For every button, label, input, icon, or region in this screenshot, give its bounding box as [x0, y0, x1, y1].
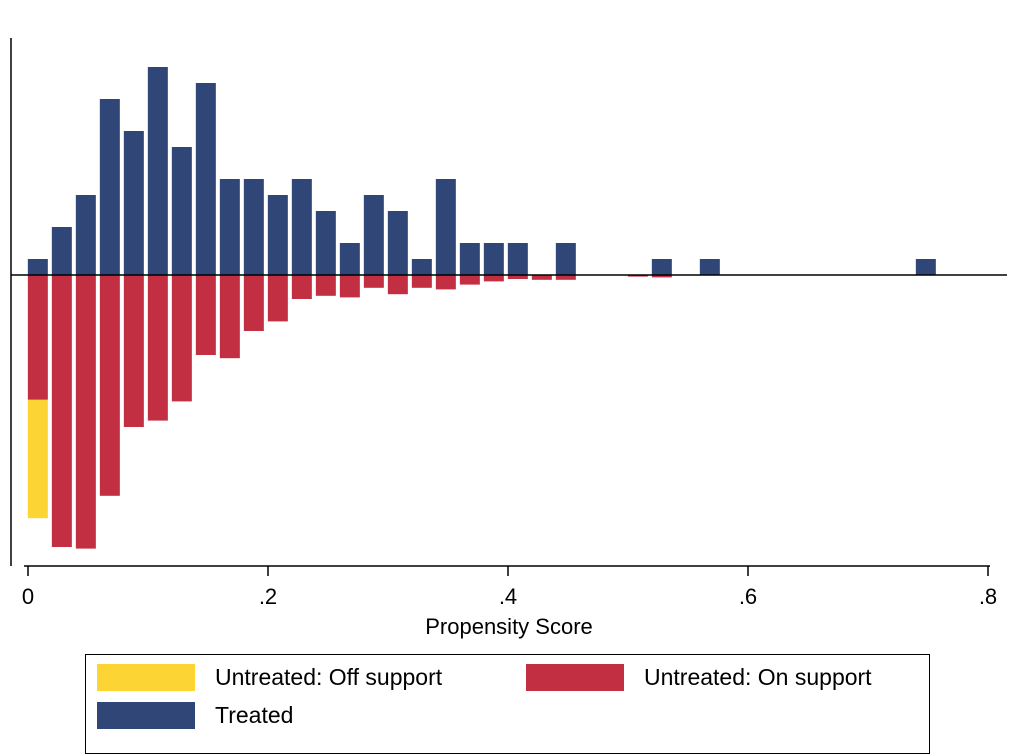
treated-bar [363, 195, 384, 275]
untreated-on-bar [651, 275, 672, 278]
untreated-on-bar [27, 275, 48, 400]
untreated-on-bar [75, 275, 96, 549]
legend-item-treated: Treated [97, 702, 293, 729]
treated-bar [267, 195, 288, 275]
treated-bar [51, 227, 72, 275]
untreated-on-bar [219, 275, 240, 359]
untreated-on-bar [555, 275, 576, 280]
treated-bar [291, 179, 312, 275]
untreated-off-bar [27, 399, 48, 519]
untreated-on-bar [459, 275, 480, 285]
untreated-on-bar [99, 275, 120, 496]
legend-swatch-untreated-off [97, 664, 195, 691]
untreated-on-bar [411, 275, 432, 288]
treated-bar [339, 243, 360, 275]
legend-item-untreated-on: Untreated: On support [526, 664, 872, 691]
untreated-on-bar [147, 275, 168, 421]
untreated-on-bar [339, 275, 360, 298]
untreated-on-bar [267, 275, 288, 322]
x-tick-label: .8 [979, 584, 997, 609]
treated-bar [195, 83, 216, 275]
histogram-chart: 0 .2 .4 .6 .8 Propensity Score [10, 38, 1007, 639]
treated-bar [555, 243, 576, 275]
treated-bar [27, 259, 48, 275]
legend-swatch-treated [97, 702, 195, 729]
treated-bar [699, 259, 720, 275]
x-tick-label: 0 [22, 584, 34, 609]
untreated-on-bar [507, 275, 528, 279]
x-axis-ticks: 0 .2 .4 .6 .8 [22, 566, 997, 609]
legend: Untreated: Off support Untreated: On sup… [85, 654, 930, 754]
treated-bar [243, 179, 264, 275]
treated-bar [459, 243, 480, 275]
treated-bar [387, 211, 408, 275]
untreated-on-bar [435, 275, 456, 290]
untreated-on-bar [483, 275, 504, 282]
x-tick-label: .4 [499, 584, 517, 609]
x-axis-title: Propensity Score [425, 614, 593, 639]
x-tick-label: .2 [259, 584, 277, 609]
treated-bar [507, 243, 528, 275]
untreated-on-bar [123, 275, 144, 427]
legend-label: Untreated: Off support [215, 664, 443, 690]
legend-swatch-untreated-on [526, 664, 624, 691]
untreated-on-bar [291, 275, 312, 299]
treated-bar [411, 259, 432, 275]
untreated-on-bar [627, 275, 648, 277]
bars-group [27, 67, 936, 549]
treated-bar [171, 147, 192, 275]
untreated-on-bar [171, 275, 192, 402]
treated-bar [435, 179, 456, 275]
x-tick-label: .6 [739, 584, 757, 609]
untreated-on-bar [531, 275, 552, 280]
treated-bar [483, 243, 504, 275]
untreated-on-bar [315, 275, 336, 296]
untreated-on-bar [387, 275, 408, 295]
untreated-on-bar [51, 275, 72, 547]
legend-label: Untreated: On support [644, 664, 872, 690]
legend-item-untreated-off: Untreated: Off support [97, 664, 442, 691]
treated-bar [99, 99, 120, 275]
untreated-on-bar [363, 275, 384, 288]
treated-bar [123, 131, 144, 275]
treated-bar [75, 195, 96, 275]
treated-bar [915, 259, 936, 275]
treated-bar [651, 259, 672, 275]
untreated-on-bar [243, 275, 264, 331]
treated-bar [147, 67, 168, 275]
legend-label: Treated [215, 702, 294, 728]
treated-bar [315, 211, 336, 275]
untreated-on-bar [195, 275, 216, 355]
treated-bar [219, 179, 240, 275]
